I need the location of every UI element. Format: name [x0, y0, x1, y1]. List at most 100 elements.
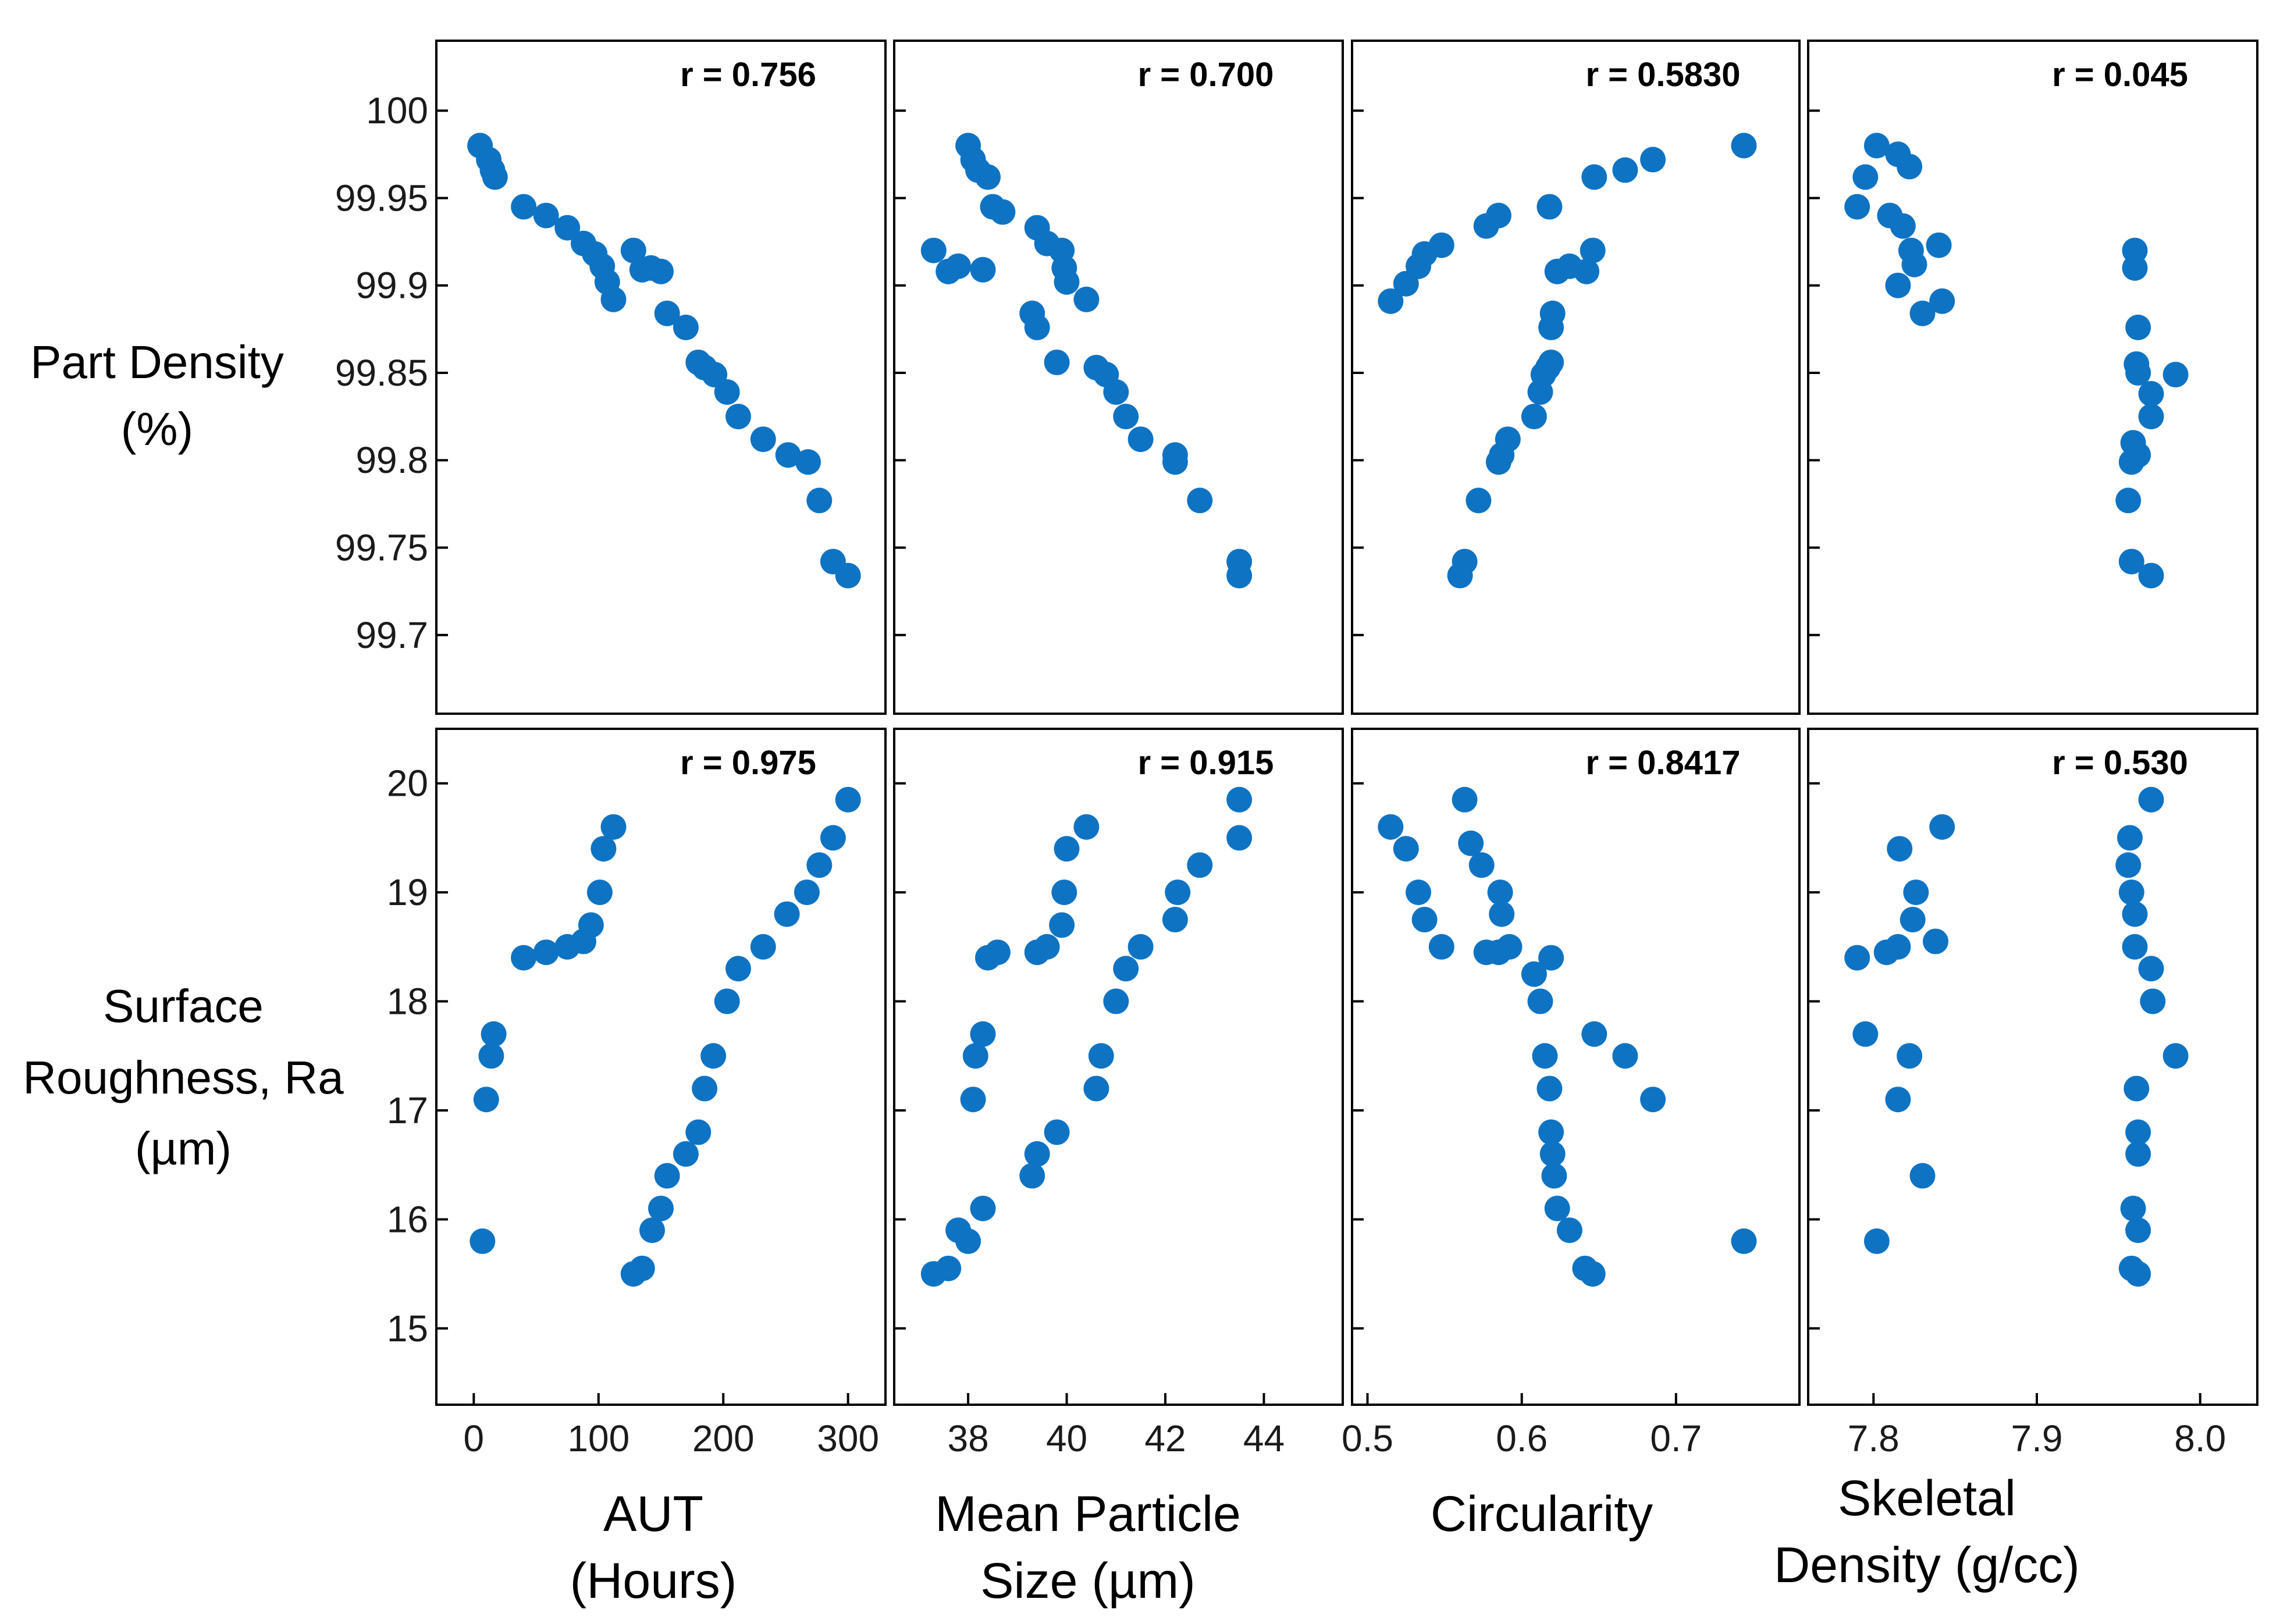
data-point	[1844, 945, 1870, 971]
data-point	[1406, 879, 1431, 906]
data-point	[629, 1255, 655, 1281]
panel-r1-c1: 38 40 42 44 r = 0.915	[893, 728, 1344, 1459]
data-point	[1187, 852, 1213, 878]
data-point	[1485, 202, 1511, 229]
data-point	[984, 939, 1011, 966]
data-point	[2125, 1217, 2151, 1244]
data-point	[1113, 404, 1139, 430]
data-point	[1468, 852, 1495, 878]
y-tick-label: 17	[387, 1089, 428, 1131]
x-tick-label: 300	[817, 1418, 879, 1459]
x-tick-label: 7.8	[1848, 1418, 1900, 1459]
x-tick-label: 44	[1243, 1418, 1285, 1459]
panel-r1-c2: 0.5 0.6 0.7 r = 0.8417	[1342, 728, 1801, 1459]
data-point	[2125, 1119, 2151, 1145]
data-point	[2118, 879, 2144, 906]
data-point	[1863, 133, 1890, 159]
data-point	[1054, 836, 1080, 862]
x-tick-label: 8.0	[2174, 1418, 2226, 1459]
data-point	[1929, 288, 1955, 314]
data-point	[1127, 426, 1154, 453]
data-point	[554, 215, 581, 241]
data-point	[806, 487, 833, 514]
data-point	[1051, 879, 1077, 906]
data-point	[1901, 251, 1927, 277]
y-tick-label: 18	[387, 981, 428, 1023]
data-point	[2138, 786, 2164, 813]
panel-frame	[435, 728, 887, 1406]
panel-frame	[1807, 40, 2258, 715]
data-point	[1428, 232, 1454, 258]
data-point	[2138, 562, 2164, 589]
data-point	[2122, 901, 2148, 927]
data-point	[1863, 1228, 1890, 1254]
data-point	[820, 825, 846, 851]
row-label-density-line2: (%)	[121, 403, 193, 455]
row-label-roughness-line1: Surface	[103, 980, 264, 1032]
data-point	[1731, 133, 1757, 159]
data-point	[2122, 255, 2148, 281]
data-point	[1900, 907, 1926, 932]
panel-r0-c0: 99.7 99.75 99.8 99.85 99.9 99.95 100 r = 0.756	[335, 40, 887, 715]
y-tick-label: 19	[387, 871, 428, 913]
data-point	[1024, 314, 1050, 340]
y-tick-label: 99.7	[355, 614, 428, 656]
data-point	[1044, 350, 1070, 375]
correlation-label: r = 0.975	[680, 744, 816, 782]
data-point	[1556, 1217, 1582, 1244]
data-point	[1103, 988, 1129, 1014]
y-tick-label: 99.9	[355, 265, 428, 307]
data-point	[1541, 1163, 1567, 1189]
data-point	[2138, 956, 2164, 982]
data-point	[2122, 237, 2148, 263]
col-label-aut-line1: AUT	[603, 1486, 703, 1542]
data-point	[1165, 879, 1191, 906]
data-point	[1521, 961, 1547, 987]
panel-r0-c3: r = 0.045	[1807, 40, 2258, 715]
data-point	[1226, 786, 1253, 813]
data-point	[1581, 1021, 1607, 1047]
data-point	[1083, 1075, 1109, 1102]
y-tick-label: 99.8	[355, 439, 428, 481]
data-point	[1452, 786, 1478, 813]
data-point	[1538, 350, 1564, 375]
correlation-label: r = 0.8417	[1585, 744, 1740, 782]
data-point	[1049, 912, 1075, 938]
col-label-particle-line2: Size (µm)	[980, 1553, 1196, 1609]
data-point	[1929, 814, 1955, 840]
data-point	[1496, 934, 1523, 960]
data-point	[2138, 404, 2164, 430]
data-point	[478, 1043, 504, 1069]
correlation-label: r = 0.700	[1138, 56, 1274, 94]
data-point	[1226, 562, 1253, 589]
panel-r1-c3: 7.8 7.9 8.0 r = 0.530	[1807, 728, 2258, 1459]
data-point	[2125, 442, 2151, 468]
data-point	[1581, 164, 1607, 190]
data-point	[960, 1087, 986, 1113]
data-point	[1640, 1087, 1666, 1113]
data-point	[1466, 487, 1492, 514]
x-tick-label: 7.9	[2011, 1418, 2063, 1459]
data-point	[1378, 288, 1404, 314]
data-point	[648, 1195, 674, 1221]
data-point	[1539, 1141, 1566, 1167]
y-tick-label: 99.75	[335, 527, 428, 569]
data-point	[835, 786, 861, 813]
data-point	[795, 449, 821, 475]
data-point	[1544, 1195, 1570, 1221]
y-tick-label: 100	[366, 90, 428, 131]
data-point	[1378, 814, 1404, 840]
data-point	[1527, 988, 1553, 1014]
data-point	[714, 379, 740, 405]
data-point	[1640, 147, 1666, 173]
data-point	[1885, 1087, 1911, 1113]
correlation-label: r = 0.756	[680, 56, 816, 94]
data-point	[1024, 1141, 1050, 1167]
data-point	[1393, 836, 1419, 862]
data-point	[533, 202, 559, 229]
x-tick-label: 0	[464, 1418, 485, 1459]
x-tick-label: 0.6	[1496, 1418, 1548, 1459]
col-label-circularity-line1: Circularity	[1431, 1486, 1653, 1542]
correlation-label: r = 0.915	[1138, 744, 1274, 782]
correlation-label: r = 0.530	[2052, 744, 2188, 782]
